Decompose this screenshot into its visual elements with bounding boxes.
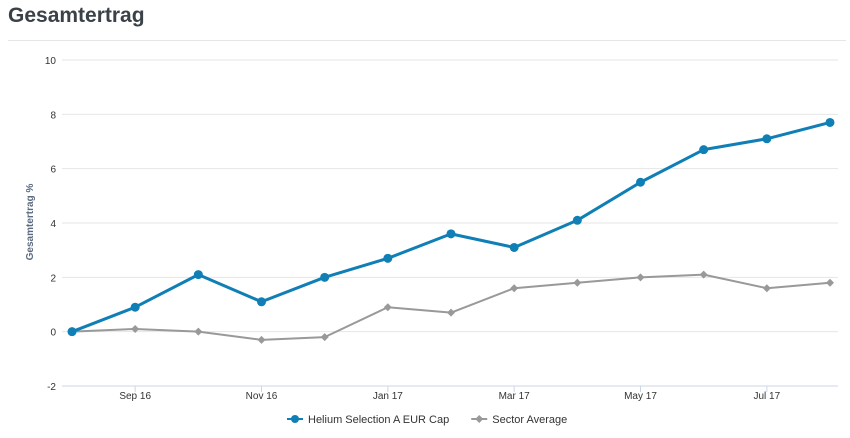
series-line [71,273,831,341]
data-point[interactable] [131,324,140,333]
x-axis-ticks: Sep 16 Nov 16 Jan 17 Mar 17 May 17 Jul 17 [119,386,781,402]
series-line [71,121,831,334]
x-tick-label: Nov 16 [246,391,278,402]
legend-label: Helium Selection A EUR Cap [308,414,449,426]
data-point[interactable] [699,145,709,155]
legend-item[interactable]: Sector Average [471,414,567,426]
data-point[interactable] [257,335,266,344]
data-point[interactable] [762,284,771,293]
data-point[interactable] [572,215,582,225]
data-point[interactable] [826,278,834,287]
legend-label: Sector Average [492,414,567,426]
data-point[interactable] [446,229,456,239]
data-point[interactable] [193,270,203,280]
x-tick-label: Jul 17 [753,391,780,402]
data-point[interactable] [130,302,140,312]
x-tick-label: May 17 [624,391,657,402]
data-point[interactable] [67,327,77,337]
y-tick-label: 0 [50,328,56,339]
data-point[interactable] [320,333,329,342]
chart-legend: Helium Selection A EUR Cap Sector Average [287,414,567,426]
y-tick-label: 4 [50,219,56,230]
data-point[interactable] [636,273,645,282]
data-point[interactable] [699,270,708,279]
data-point[interactable] [383,303,392,312]
data-point[interactable] [257,297,266,307]
data-point[interactable] [510,284,519,293]
x-tick-label: Mar 17 [499,391,531,402]
y-tick-label: 8 [50,110,56,121]
data-point[interactable] [383,253,393,263]
y-tick-label: 2 [50,273,56,284]
title-divider [8,40,846,41]
data-point[interactable] [509,242,519,252]
data-point[interactable] [762,134,772,144]
legend-marker [291,415,299,423]
x-tick-label: Jan 17 [373,391,403,402]
chart-series [67,117,835,344]
data-point[interactable] [320,272,330,282]
y-axis-ticks: -2 0 2 4 6 8 10 [45,56,57,393]
data-point[interactable] [447,308,455,317]
legend-item[interactable]: Helium Selection A EUR Cap [287,414,449,426]
data-point[interactable] [636,177,645,187]
y-tick-label: 10 [45,56,57,67]
data-point[interactable] [194,327,203,336]
page-title: Gesamtertrag [8,4,145,27]
y-tick-label: -2 [47,382,56,393]
data-point[interactable] [825,117,835,127]
legend-marker [475,415,484,423]
grid-lines [62,59,838,333]
data-point[interactable] [573,278,582,287]
y-tick-label: 6 [50,165,56,176]
x-tick-label: Sep 16 [119,391,151,402]
y-axis-title: Gesamtertrag % [25,184,36,261]
